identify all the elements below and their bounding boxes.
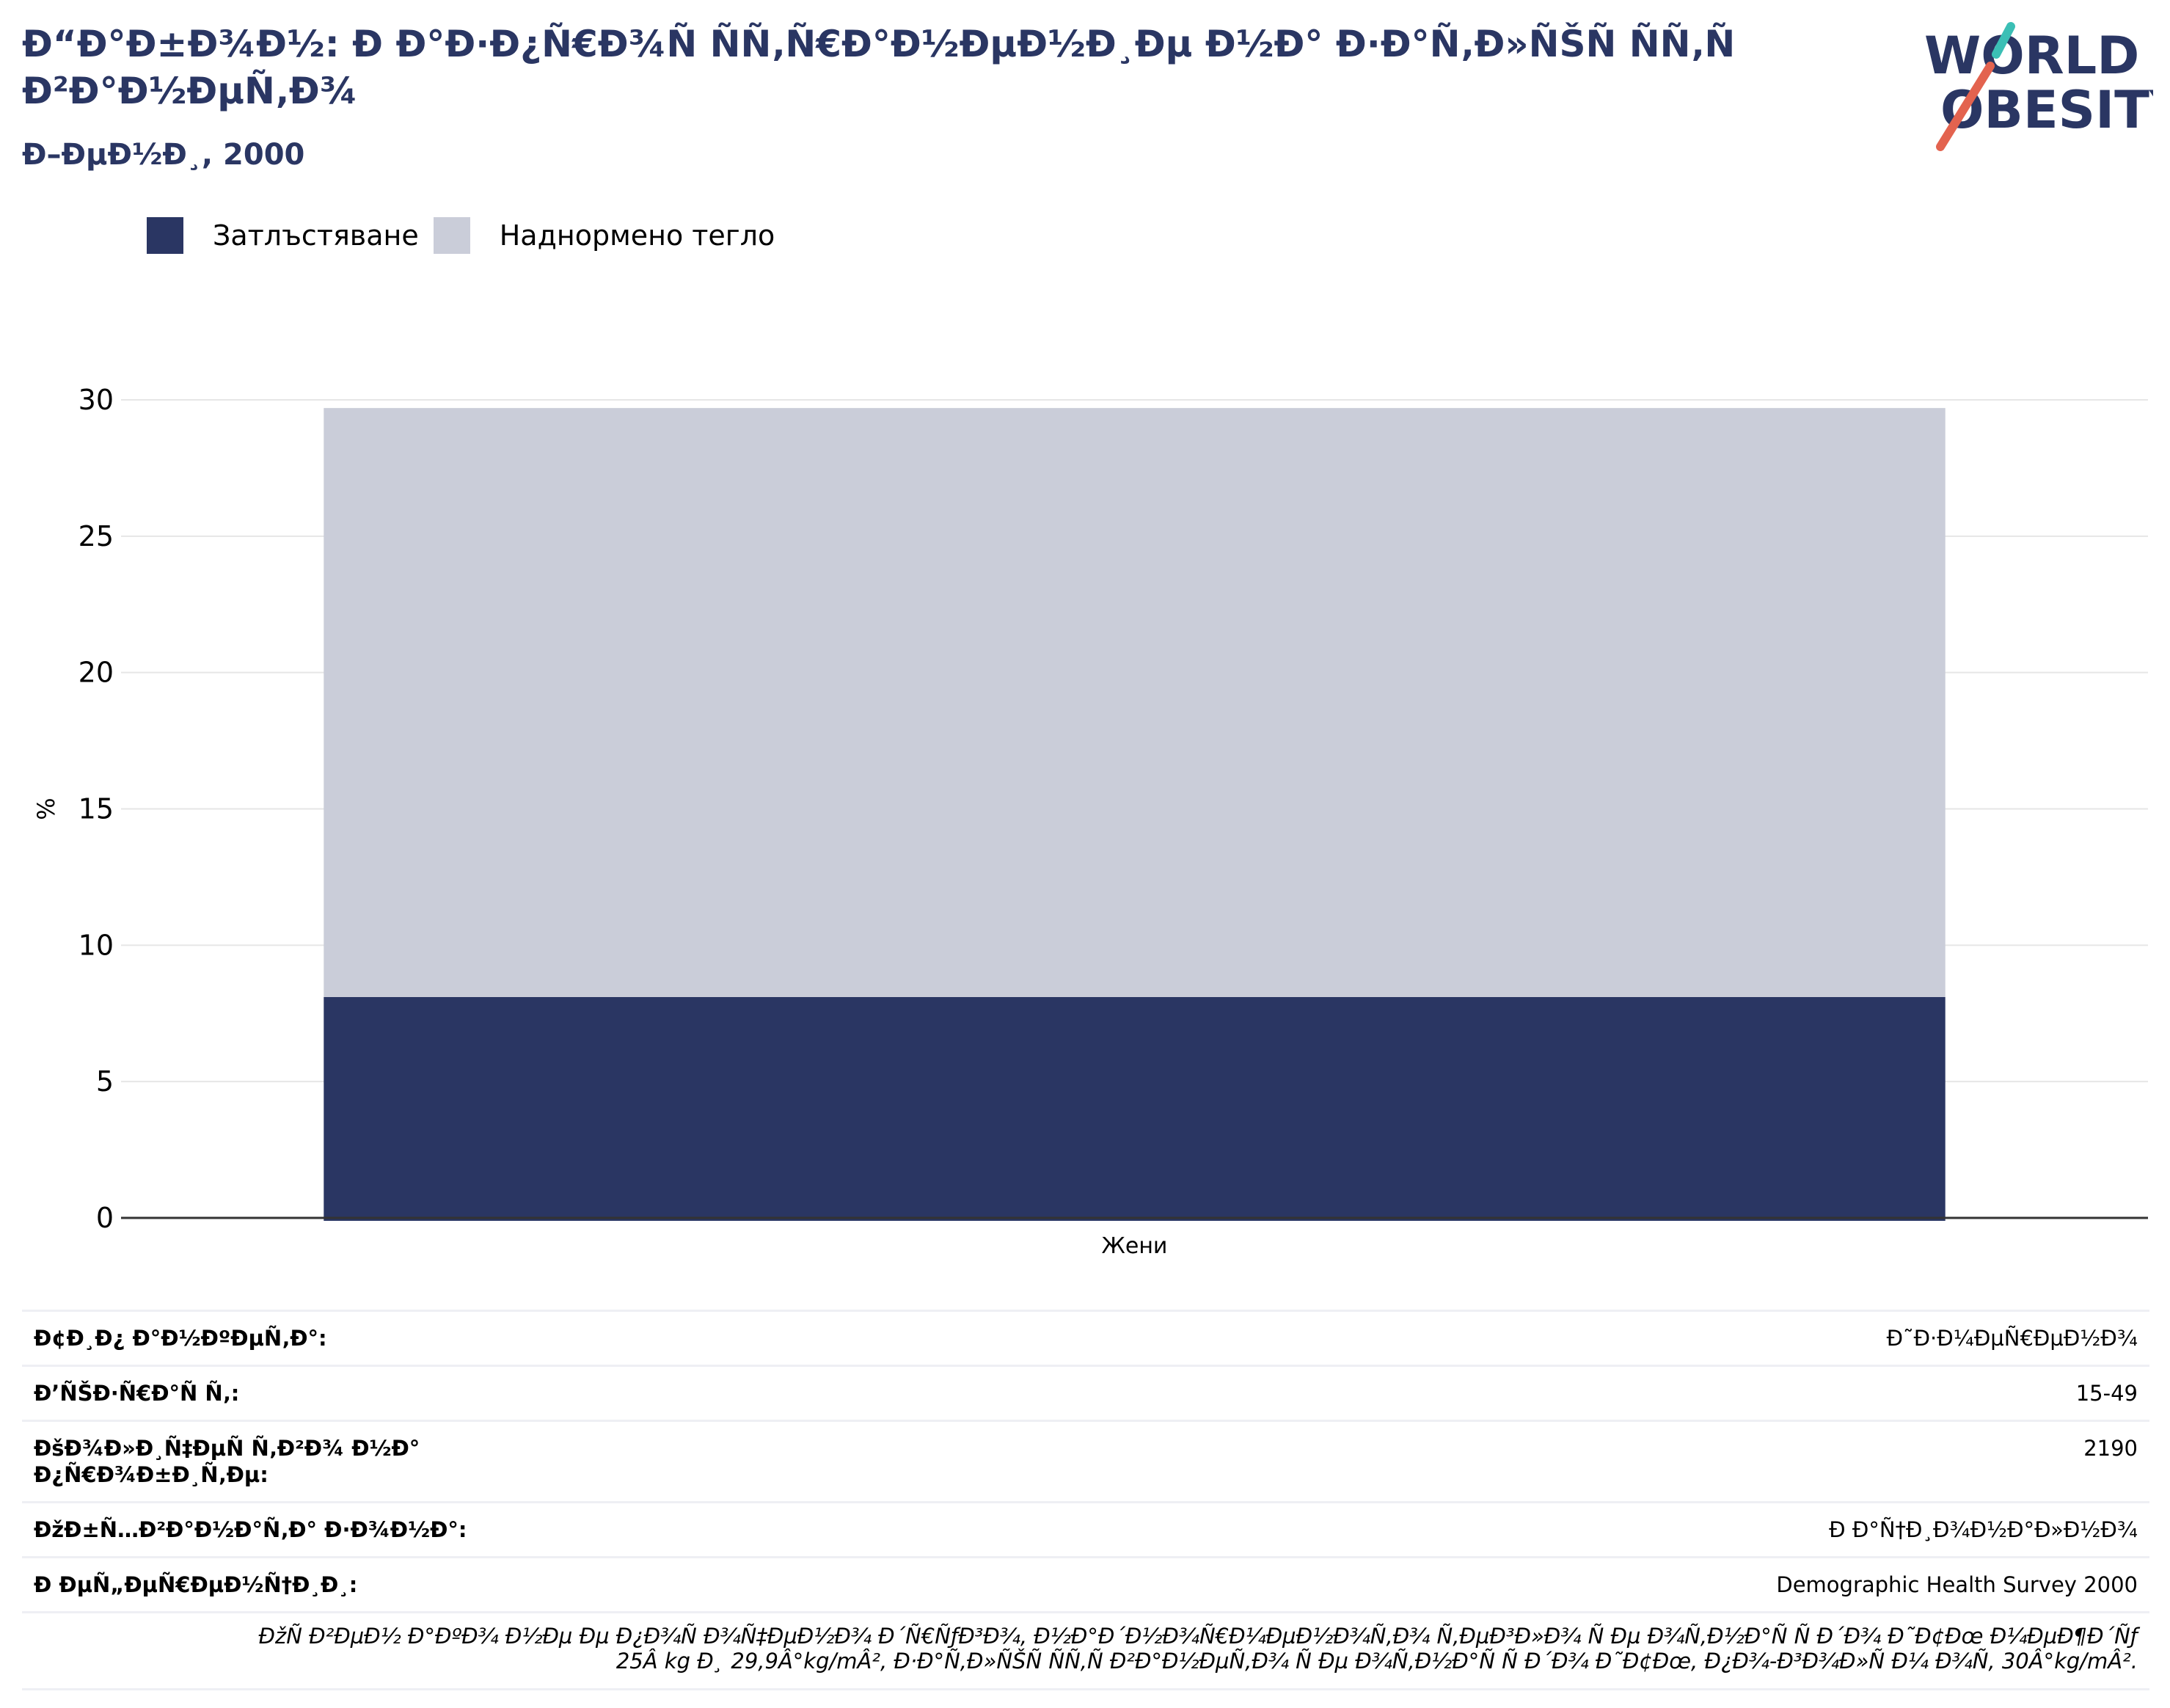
y-tick-label: 0: [96, 1202, 114, 1234]
y-axis-label: %: [32, 798, 60, 820]
info-row-coverage: ÐžÐ±Ñ…Ð²Ð°Ð½Ð°Ñ‚Ð° Ð·Ð¾Ð½Ð°: Ð Ð°Ñ†Ð¸Ð¾Ð…: [22, 1501, 2149, 1556]
info-label: Ð ÐµÑ„ÐµÑ€ÐµÐ½Ñ†Ð¸Ð¸:: [34, 1572, 358, 1597]
info-value: Ð Ð°Ñ†Ð¸Ð¾Ð½Ð°Ð»Ð½Ð¾: [1829, 1517, 2138, 1542]
page-subtitle: Ð–ÐµÐ½Ð¸, 2000: [22, 138, 305, 172]
info-value: Ð˜Ð·Ð¼ÐµÑ€ÐµÐ½Ð¾: [1886, 1326, 2138, 1351]
definition-note-line-1: ÐžÑ Ð²ÐµÐ½ Ð°ÐºÐ¾ Ð½Ðµ Ðµ Ð¿Ð¾Ñ Ð¾Ñ‡ÐµÐ½…: [258, 1624, 2138, 1649]
legend-item-overweight[interactable]: Наднормено тегло: [433, 217, 775, 254]
legend-label-overweight: Наднормено тегло: [499, 219, 775, 252]
logo-text-world: WORLD: [1924, 26, 2139, 86]
legend-swatch-overweight: [433, 217, 470, 254]
y-tick-label: 5: [96, 1065, 114, 1098]
survey-info-table: Ð¢Ð¸Ð¿ Ð°Ð½ÐºÐµÑ‚Ð°: Ð˜Ð·Ð¼ÐµÑ€ÐµÐ½Ð¾ Ð’…: [22, 1310, 2149, 1690]
info-value: 2190: [2083, 1436, 2138, 1461]
legend-label-obesity: Затлъстяване: [213, 219, 419, 252]
x-tick-label: Жени: [1102, 1233, 1168, 1259]
info-value: 15-49: [2075, 1381, 2138, 1406]
bar-segment-overweight[interactable]: [324, 408, 1946, 997]
definition-note: ÐžÑ Ð²ÐµÐ½ Ð°ÐºÐ¾ Ð½Ðµ Ðµ Ð¿Ð¾Ñ Ð¾Ñ‡ÐµÐ½…: [22, 1611, 2149, 1690]
legend-swatch-obesity: [147, 217, 183, 254]
bar-segment-obesity[interactable]: [324, 996, 1946, 1221]
definition-note-line-2: 25Â kg Ð¸ 29,9Â°kg/mÂ², Ð·Ð°Ñ‚Ð»ÑŠÑ ÑÑ‚Ñ…: [615, 1649, 2138, 1674]
y-tick-label: 25: [78, 520, 114, 552]
info-row-sample-size: ÐšÐ¾Ð»Ð¸Ñ‡ÐµÑ Ñ‚Ð²Ð¾ Ð½Ð° Ð¿Ñ€Ð¾Ð±Ð¸Ñ‚Ðµ…: [22, 1420, 2149, 1501]
y-tick-label: 15: [78, 793, 114, 825]
info-label: Ð¢Ð¸Ð¿ Ð°Ð½ÐºÐµÑ‚Ð°:: [34, 1326, 327, 1351]
info-value: Demographic Health Survey 2000: [1776, 1572, 2138, 1597]
stacked-bar-chart: 0 5 10 15 20 25 30% Жени: [32, 384, 2148, 1259]
logo-slash-teal: [1992, 22, 2015, 59]
chart-legend: Затлъстяване Наднормено тегло: [147, 217, 789, 254]
info-label: ÐšÐ¾Ð»Ð¸Ñ‡ÐµÑ Ñ‚Ð²Ð¾ Ð½Ð° Ð¿Ñ€Ð¾Ð±Ð¸Ñ‚Ðµ…: [34, 1436, 420, 1487]
info-label: ÐžÐ±Ñ…Ð²Ð°Ð½Ð°Ñ‚Ð° Ð·Ð¾Ð½Ð°:: [34, 1517, 467, 1542]
page-title: Ð“Ð°Ð±Ð¾Ð½: Ð Ð°Ð·Ð¿Ñ€Ð¾Ñ ÑÑ‚Ñ€Ð°Ð½ÐµÐ½Ð…: [22, 23, 1736, 112]
info-row-references: Ð ÐµÑ„ÐµÑ€ÐµÐ½Ñ†Ð¸Ð¸: Demographic Health…: [22, 1556, 2149, 1611]
y-tick-label: 20: [78, 657, 114, 689]
info-row-age: Ð’ÑŠÐ·Ñ€Ð°Ñ Ñ‚: 15-49: [22, 1365, 2149, 1420]
y-tick-label: 10: [78, 929, 114, 961]
legend-item-obesity[interactable]: Затлъстяване: [147, 217, 419, 254]
info-row-survey-type: Ð¢Ð¸Ð¿ Ð°Ð½ÐºÐµÑ‚Ð°: Ð˜Ð·Ð¼ÐµÑ€ÐµÐ½Ð¾: [22, 1310, 2149, 1365]
logo-slash-coral: [1936, 62, 1995, 151]
world-obesity-logo: WORLD OBESITY: [1924, 22, 2153, 151]
info-label: Ð’ÑŠÐ·Ñ€Ð°Ñ Ñ‚:: [34, 1381, 240, 1406]
y-tick-label: 30: [78, 384, 114, 416]
